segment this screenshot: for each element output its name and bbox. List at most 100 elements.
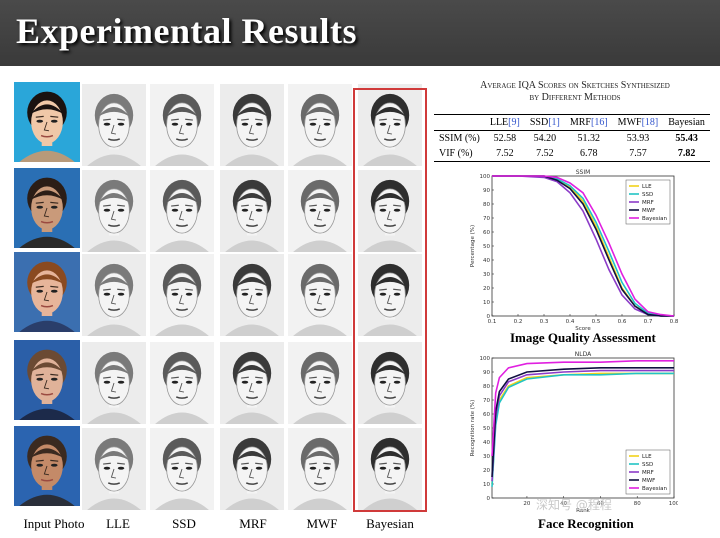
table-cell: 7.57 (629, 148, 647, 159)
y-tick-label: 90 (483, 188, 490, 194)
sketch-image (82, 170, 146, 252)
bayesian-highlight-box (353, 88, 427, 512)
table-caption: Average IQA Scores on Sketches Synthesiz… (440, 80, 710, 104)
fr-caption: Face Recognition (538, 516, 634, 531)
sketch-image (150, 342, 214, 424)
table-cell-best: 55.43 (675, 133, 698, 144)
sketch-image (220, 254, 284, 336)
col-label-mwf: MWF (306, 516, 338, 531)
header-ssd-ref: [1] (548, 117, 560, 128)
table-row: VIF (%) 7.52 7.52 6.78 7.57 7.82 (434, 146, 710, 162)
header-mwf-name: MWF (617, 117, 642, 128)
sketch-image (150, 170, 214, 252)
table-caption-line2: by Different Methods (529, 92, 621, 103)
input-photo (14, 168, 80, 248)
col-label-mrf: MRF (239, 516, 267, 531)
series-line-bayesian (492, 175, 675, 317)
legend-label: Bayesian (642, 486, 668, 492)
header-lle-name: LLE (489, 117, 509, 128)
x-tick-label: 0.5 (592, 319, 601, 325)
sketch-mwf (288, 428, 352, 510)
header-empty (434, 115, 485, 131)
y-axis-label: Percentage (%) (470, 225, 476, 267)
y-axis-label: Recognition rate (%) (470, 400, 476, 457)
y-tick-label: 40 (483, 258, 490, 264)
y-tick-label: 50 (483, 244, 490, 250)
x-tick-label: 0.7 (644, 319, 653, 325)
y-tick-label: 70 (483, 398, 490, 404)
x-tick-label: 0.8 (670, 319, 678, 325)
sketch-lle (82, 84, 146, 166)
sketch-mrf (220, 254, 284, 336)
y-tick-label: 0 (487, 496, 491, 502)
y-tick-label: 10 (483, 482, 490, 488)
sketch-bayesian (358, 342, 422, 424)
x-tick-label: 100 (669, 501, 678, 507)
table-cell-best: 7.82 (677, 148, 696, 159)
y-tick-label: 80 (483, 384, 490, 390)
iqa-table: LLE[9] SSD[1] MRF[16] MWF[18] Bayesian S… (434, 114, 710, 162)
legend-label: MWF (642, 478, 655, 484)
sketch-lle (82, 170, 146, 252)
y-tick-label: 70 (483, 216, 490, 222)
sketch-bayesian (358, 84, 422, 166)
y-tick-label: 20 (483, 286, 490, 292)
col-label-bayesian: Bayesian (366, 516, 414, 531)
sketch-ssd (150, 428, 214, 510)
sketch-mrf (220, 84, 284, 166)
table-cell: 7.52 (496, 148, 514, 159)
slide-title: Experimental Results (16, 11, 357, 51)
sketch-ssd (150, 254, 214, 336)
input-photo (14, 82, 80, 162)
y-tick-label: 0 (487, 314, 491, 320)
legend-label: LLE (642, 454, 652, 460)
sketch-image (220, 428, 284, 510)
legend-label: MRF (642, 470, 654, 476)
x-tick-label: 60 (597, 501, 604, 507)
header-mrf: MRF[16] (565, 115, 613, 131)
sketch-image (288, 84, 352, 166)
header-lle: LLE[9] (485, 115, 525, 131)
face-photo-image (14, 340, 80, 420)
iqa-caption: Image Quality Assessment (510, 330, 656, 345)
input-photo (14, 340, 80, 420)
sketch-image (150, 84, 214, 166)
input-photo (14, 252, 80, 332)
sketch-image (150, 428, 214, 510)
sketch-image (358, 254, 422, 336)
chart-title: NLDA (575, 351, 592, 358)
sketch-image (288, 342, 352, 424)
table-cell: 52.58 (493, 133, 517, 144)
sketch-image (358, 428, 422, 510)
sketch-ssd (150, 342, 214, 424)
header-lle-ref: [9] (508, 117, 520, 128)
sketch-image (358, 84, 422, 166)
title-bar: Experimental Results (0, 0, 720, 66)
table-row: SSIM (%) 52.58 54.20 51.32 53.93 55.43 (434, 131, 710, 147)
header-mwf-ref: [18] (641, 117, 659, 128)
y-tick-label: 40 (483, 440, 490, 446)
face-photo-image (14, 252, 80, 332)
x-tick-label: 40 (560, 501, 567, 507)
legend-label: Bayesian (642, 216, 668, 222)
face-photo-image (14, 168, 80, 248)
ssim-chart: SSIM 0 10 20 30 40 50 60 70 80 90 100 0.1 0.2 0.3 0.4 0.… (470, 169, 678, 332)
sketch-lle (82, 254, 146, 336)
table-cell: 54.20 (533, 133, 557, 144)
sketch-mrf (220, 170, 284, 252)
chart-title: SSIM (576, 169, 591, 176)
x-tick-label: 0.3 (540, 319, 549, 325)
y-tick-label: 90 (483, 370, 490, 376)
sketch-mwf (288, 84, 352, 166)
sketch-ssd (150, 170, 214, 252)
table-cell: 6.78 (580, 148, 598, 159)
legend-label: SSD (642, 462, 653, 468)
table-cell: 51.32 (577, 133, 601, 144)
header-mwf: MWF[18] (613, 115, 664, 131)
sketch-bayesian (358, 254, 422, 336)
sketch-mwf (288, 342, 352, 424)
sketch-image (220, 84, 284, 166)
header-mrf-ref: [16] (591, 117, 608, 128)
x-axis-label: Rank (576, 508, 591, 514)
y-tick-label: 30 (483, 454, 490, 460)
